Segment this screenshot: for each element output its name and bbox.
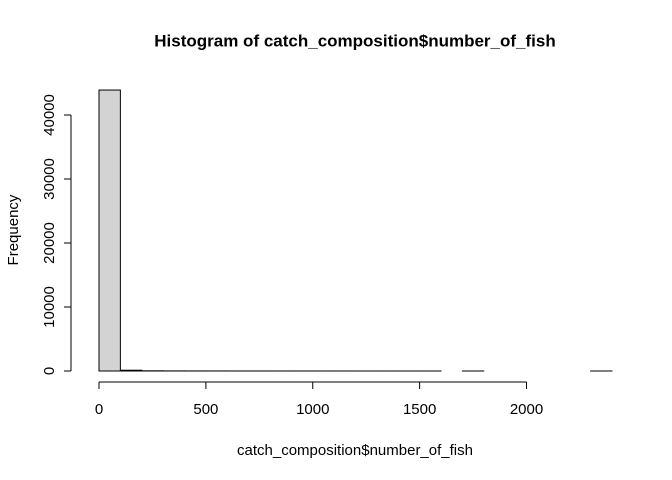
x-tick-label: 1000	[296, 401, 329, 418]
y-tick-label: 40000	[41, 94, 58, 136]
x-tick-label: 500	[193, 401, 218, 418]
y-tick-label: 10000	[41, 286, 58, 328]
y-tick-label: 30000	[41, 158, 58, 200]
chart-title: Histogram of catch_composition$number_of…	[154, 31, 555, 50]
x-axis-label: catch_composition$number_of_fish	[237, 442, 473, 459]
x-tick-label: 0	[95, 401, 103, 418]
y-tick-label: 0	[41, 367, 58, 375]
x-tick-label: 1500	[403, 401, 436, 418]
bar	[98, 89, 121, 372]
x-tick-label: 2000	[510, 401, 543, 418]
y-tick-label: 20000	[41, 222, 58, 264]
bar	[119, 369, 143, 372]
y-axis-label: Frequency	[5, 194, 22, 265]
